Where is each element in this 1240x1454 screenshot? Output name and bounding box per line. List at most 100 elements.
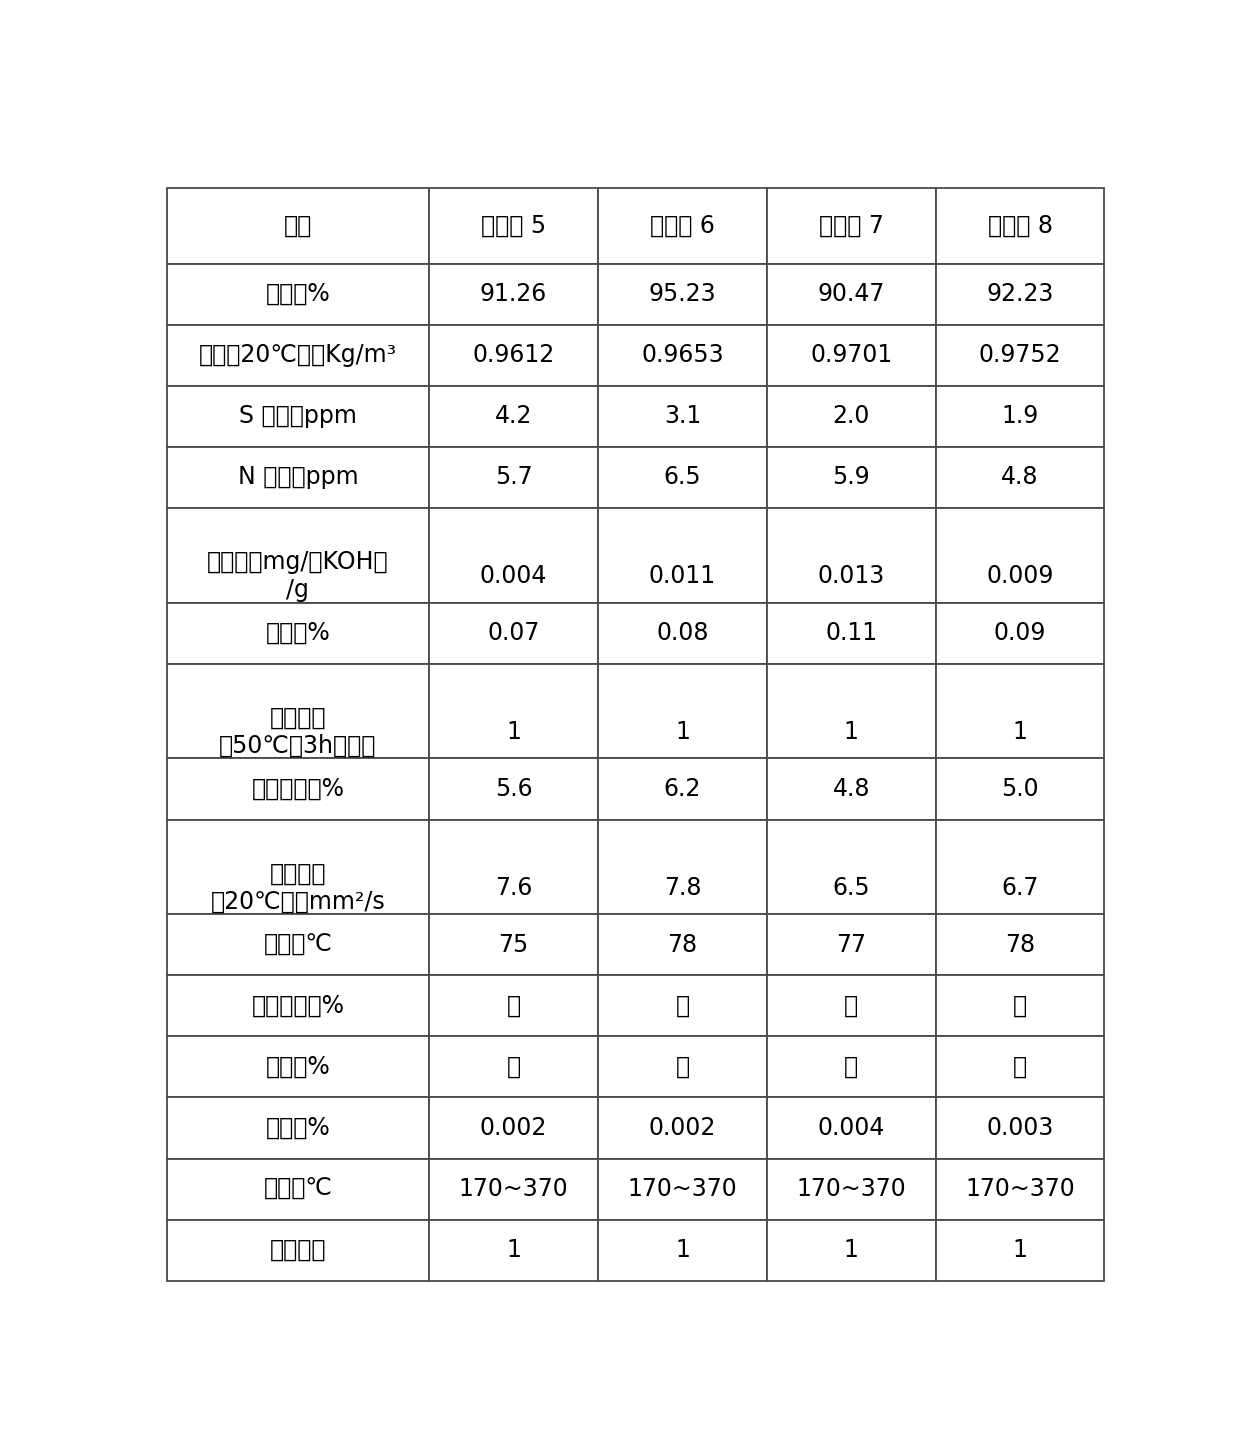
Text: 0.011: 0.011 — [649, 564, 715, 589]
Text: 色度，号: 色度，号 — [269, 1239, 326, 1262]
Text: 6.2: 6.2 — [663, 776, 701, 801]
Text: N 含量，ppm: N 含量，ppm — [238, 465, 358, 490]
Text: 实施例 7: 实施例 7 — [818, 214, 884, 238]
Bar — [166, 446, 429, 507]
Bar — [766, 324, 936, 385]
Bar — [936, 385, 1105, 446]
Text: 4.8: 4.8 — [1002, 465, 1039, 490]
Text: 5.6: 5.6 — [495, 776, 532, 801]
Bar — [936, 324, 1105, 385]
Bar — [429, 1159, 598, 1220]
Text: 6.5: 6.5 — [832, 875, 870, 900]
Bar — [598, 759, 766, 820]
Text: 0.9752: 0.9752 — [978, 343, 1061, 368]
Text: 5.9: 5.9 — [832, 465, 870, 490]
Bar — [766, 759, 936, 820]
Text: 运动粘度
（20℃），mm²/s: 运动粘度 （20℃），mm²/s — [211, 862, 386, 913]
Text: 0.009: 0.009 — [986, 564, 1054, 589]
Bar — [166, 1159, 429, 1220]
Text: 0.9612: 0.9612 — [472, 343, 554, 368]
Text: 75: 75 — [498, 933, 528, 957]
Bar — [936, 1037, 1105, 1098]
Text: 密度（20℃），Kg/m³: 密度（20℃），Kg/m³ — [198, 343, 397, 368]
Text: 1: 1 — [506, 720, 521, 744]
Bar — [936, 759, 1105, 820]
Bar — [766, 188, 936, 263]
Text: 0.002: 0.002 — [649, 1117, 715, 1140]
Text: 水分，%: 水分，% — [265, 1056, 330, 1079]
Text: 5.0: 5.0 — [1001, 776, 1039, 801]
Bar — [766, 1098, 936, 1159]
Text: 170~370: 170~370 — [459, 1178, 568, 1201]
Bar — [766, 663, 936, 759]
Text: 残炭，%: 残炭，% — [265, 621, 330, 646]
Text: 无: 无 — [1013, 1056, 1027, 1079]
Bar — [766, 507, 936, 602]
Bar — [936, 820, 1105, 915]
Text: 收率，%: 收率，% — [265, 282, 330, 307]
Text: 0.9653: 0.9653 — [641, 343, 724, 368]
Text: 77: 77 — [836, 933, 867, 957]
Text: 1: 1 — [675, 720, 689, 744]
Bar — [429, 915, 598, 976]
Bar — [166, 263, 429, 324]
Bar — [766, 820, 936, 915]
Bar — [166, 507, 429, 602]
Bar — [429, 759, 598, 820]
Text: 5.7: 5.7 — [495, 465, 532, 490]
Bar — [429, 263, 598, 324]
Bar — [936, 602, 1105, 663]
Text: 170~370: 170~370 — [965, 1178, 1075, 1201]
Text: 78: 78 — [1004, 933, 1035, 957]
Bar — [166, 188, 429, 263]
Bar — [936, 1098, 1105, 1159]
Text: 4.2: 4.2 — [495, 404, 532, 429]
Bar — [598, 385, 766, 446]
Text: 总酸値，mg/（KOH）
/g: 总酸値，mg/（KOH） /g — [207, 550, 388, 602]
Text: 0.08: 0.08 — [656, 621, 708, 646]
Text: 0.002: 0.002 — [480, 1117, 547, 1140]
Bar — [429, 1098, 598, 1159]
Text: 多环芳烃，%: 多环芳烃，% — [252, 776, 345, 801]
Bar — [166, 385, 429, 446]
Text: 92.23: 92.23 — [986, 282, 1054, 307]
Text: 无: 无 — [1013, 995, 1027, 1018]
Text: 0.09: 0.09 — [994, 621, 1047, 646]
Text: 0.013: 0.013 — [817, 564, 885, 589]
Text: 2.0: 2.0 — [832, 404, 870, 429]
Bar — [429, 1220, 598, 1281]
Text: 0.11: 0.11 — [825, 621, 877, 646]
Text: 1: 1 — [506, 1239, 521, 1262]
Text: 6.5: 6.5 — [663, 465, 701, 490]
Bar — [166, 1098, 429, 1159]
Text: 实施例 8: 实施例 8 — [987, 214, 1053, 238]
Bar — [936, 263, 1105, 324]
Bar — [936, 976, 1105, 1037]
Bar — [598, 263, 766, 324]
Text: 7.6: 7.6 — [495, 875, 532, 900]
Text: 灰分，%: 灰分，% — [265, 1117, 330, 1140]
Text: 0.07: 0.07 — [487, 621, 539, 646]
Text: 170~370: 170~370 — [796, 1178, 906, 1201]
Bar — [598, 507, 766, 602]
Bar — [598, 976, 766, 1037]
Text: 无: 无 — [844, 1056, 858, 1079]
Bar — [429, 507, 598, 602]
Bar — [766, 263, 936, 324]
Text: 机械杂质，%: 机械杂质，% — [252, 995, 345, 1018]
Bar — [766, 1220, 936, 1281]
Bar — [936, 915, 1105, 976]
Text: 1: 1 — [843, 720, 858, 744]
Text: 91.26: 91.26 — [480, 282, 547, 307]
Text: 闪点，℃: 闪点，℃ — [263, 933, 332, 957]
Text: 实施例 5: 实施例 5 — [481, 214, 546, 238]
Text: 项目: 项目 — [284, 214, 312, 238]
Bar — [766, 976, 936, 1037]
Bar — [598, 324, 766, 385]
Bar — [598, 915, 766, 976]
Text: 1: 1 — [843, 1239, 858, 1262]
Bar — [598, 820, 766, 915]
Bar — [598, 602, 766, 663]
Text: 馏程，℃: 馏程，℃ — [263, 1178, 332, 1201]
Bar — [766, 1159, 936, 1220]
